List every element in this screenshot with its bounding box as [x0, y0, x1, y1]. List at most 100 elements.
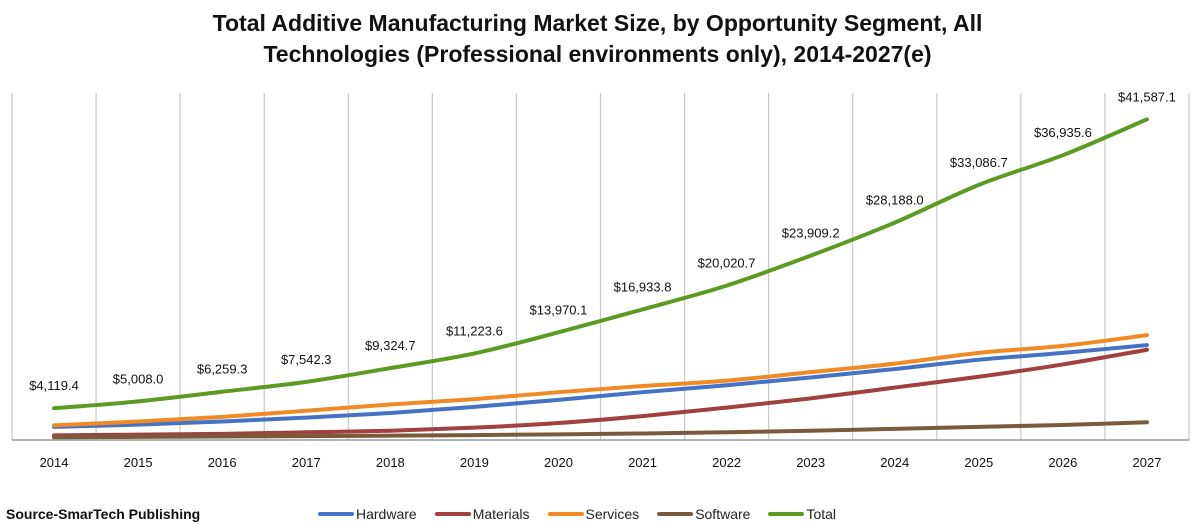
x-tick-label: 2019: [460, 455, 489, 470]
data-point-materials: [977, 375, 981, 379]
data-point-services: [136, 419, 140, 423]
data-label-total: $16,933.8: [614, 279, 672, 294]
data-label-total: $41,587.1: [1118, 89, 1176, 104]
data-point-services: [641, 384, 645, 388]
data-point-software: [556, 432, 560, 436]
data-point-software: [977, 425, 981, 429]
source-note: Source-SmarTech Publishing: [6, 506, 201, 522]
legend-item-hardware: Hardware: [318, 506, 417, 522]
legend-item-materials: Materials: [434, 506, 530, 522]
x-tick-label: 2018: [376, 455, 405, 470]
data-point-software: [52, 435, 56, 439]
chart-title-line-2: Technologies (Professional environments …: [263, 41, 932, 67]
data-label-total: $23,909.2: [782, 226, 840, 241]
legend-swatch-hardware: [318, 512, 354, 516]
data-label-total: $13,970.1: [530, 302, 588, 317]
data-point-hardware: [220, 419, 224, 423]
data-point-total: [809, 254, 813, 258]
data-point-total: [1145, 117, 1149, 121]
data-point-materials: [809, 396, 813, 400]
data-point-services: [304, 409, 308, 413]
legend-swatch-services: [547, 512, 584, 516]
data-point-total: [220, 390, 224, 394]
data-label-total: $7,542.3: [281, 352, 332, 367]
legend-swatch-materials: [434, 512, 471, 516]
data-label-total: $5,008.0: [113, 371, 164, 386]
series-line-total: [52, 117, 1149, 411]
x-tick-label: 2014: [40, 455, 69, 470]
legend-item-services: Services: [547, 506, 640, 522]
data-point-total: [388, 366, 392, 370]
chart-legend: Hardware Materials Services Software Total: [318, 506, 854, 522]
data-point-total: [556, 330, 560, 334]
data-point-total: [1061, 153, 1065, 157]
data-point-materials: [1061, 362, 1065, 366]
data-point-services: [809, 370, 813, 374]
x-tick-label: 2026: [1048, 455, 1077, 470]
legend-label-materials: Materials: [472, 506, 530, 522]
line-chart: 2014 2015 2016 2017 2018 2019 2020 2021 2022 2023…: [11, 89, 1190, 470]
data-point-services: [556, 390, 560, 394]
chart-title-line-1: Total Additive Manufacturing Market Size…: [212, 10, 983, 36]
data-point-services: [388, 403, 392, 407]
data-point-services: [220, 415, 224, 419]
series-line-materials: [52, 347, 1149, 438]
data-point-materials: [304, 430, 308, 434]
x-tick-label: 2022: [712, 455, 741, 470]
x-tick-label: 2024: [880, 455, 909, 470]
data-point-hardware: [1145, 343, 1149, 347]
data-point-total: [136, 399, 140, 403]
data-point-software: [220, 435, 224, 439]
data-label-total: $9,324.7: [365, 338, 416, 353]
data-point-hardware: [725, 383, 729, 387]
data-point-hardware: [641, 390, 645, 394]
x-tick-label: 2027: [1133, 455, 1162, 470]
series-line-hardware: [52, 343, 1149, 429]
data-point-hardware: [1061, 351, 1065, 355]
data-label-total: $20,020.7: [698, 256, 756, 271]
data-label-total: $4,119.4: [29, 378, 79, 393]
data-point-materials: [472, 426, 476, 430]
x-tick-label: 2015: [124, 455, 153, 470]
data-label-total: $28,188.0: [866, 193, 924, 208]
x-tick-label: 2017: [292, 455, 321, 470]
data-label-total: $11,223.6: [446, 323, 503, 338]
data-point-software: [641, 431, 645, 435]
data-point-software: [304, 434, 308, 438]
data-point-materials: [725, 406, 729, 410]
data-point-software: [388, 434, 392, 438]
data-point-hardware: [556, 398, 560, 402]
data-point-hardware: [809, 376, 813, 380]
data-point-materials: [1145, 348, 1149, 352]
legend-swatch-software: [657, 512, 694, 516]
data-point-total: [977, 183, 981, 187]
x-tick-label: 2025: [964, 455, 993, 470]
data-point-hardware: [472, 405, 476, 409]
data-point-software: [809, 429, 813, 433]
legend-label-hardware: Hardware: [356, 506, 417, 522]
data-label-total: $33,086.7: [950, 155, 1008, 170]
data-point-total: [472, 351, 476, 355]
data-point-software: [893, 427, 897, 431]
x-tick-label: 2016: [208, 455, 237, 470]
data-point-materials: [388, 429, 392, 433]
data-point-total: [641, 307, 645, 311]
data-point-hardware: [388, 411, 392, 415]
data-point-services: [472, 397, 476, 401]
legend-label-total: Total: [806, 506, 837, 522]
x-tick-label: 2023: [796, 455, 825, 470]
data-point-total: [304, 380, 308, 384]
data-point-materials: [893, 386, 897, 390]
chart-title: Total Additive Manufacturing Market Size…: [0, 8, 1195, 70]
data-point-software: [725, 430, 729, 434]
data-point-services: [977, 351, 981, 355]
data-point-hardware: [977, 358, 981, 362]
legend-label-software: Software: [695, 506, 751, 522]
data-point-software: [136, 435, 140, 439]
data-point-services: [1061, 344, 1065, 348]
legend-item-software: Software: [657, 506, 750, 522]
data-point-services: [1145, 333, 1149, 337]
legend-label-services: Services: [585, 506, 640, 522]
data-point-services: [725, 379, 729, 383]
x-tick-label: 2020: [544, 455, 573, 470]
